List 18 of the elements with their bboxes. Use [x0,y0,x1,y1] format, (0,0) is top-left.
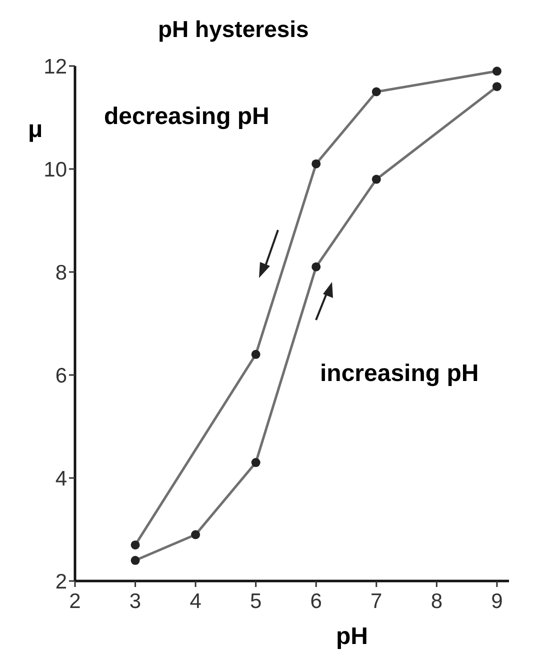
y-tick-label: 12 [44,55,67,78]
series-label: increasing pH [320,360,479,388]
text: decreasing pH [104,103,270,131]
y-axis-title: μ [28,116,43,144]
x-tick-label: 7 [370,590,382,613]
chart-title: pH hysteresis [158,16,309,43]
x-tick-label: 8 [430,590,443,613]
y-tick-label: 6 [55,364,67,388]
x-tick-label: 6 [310,590,322,613]
x-tick-label: 4 [190,590,202,613]
x-tick-label: 5 [250,590,262,613]
x-tick-label: 9 [491,590,503,613]
y-tick-label: 10 [44,158,67,182]
x-axis-title: pH [336,623,368,650]
x-tick-label: 3 [129,590,142,613]
y-tick-label: 4 [55,467,68,490]
y-tick-label: 2 [55,570,67,594]
y-tick-label: 8 [55,261,67,284]
